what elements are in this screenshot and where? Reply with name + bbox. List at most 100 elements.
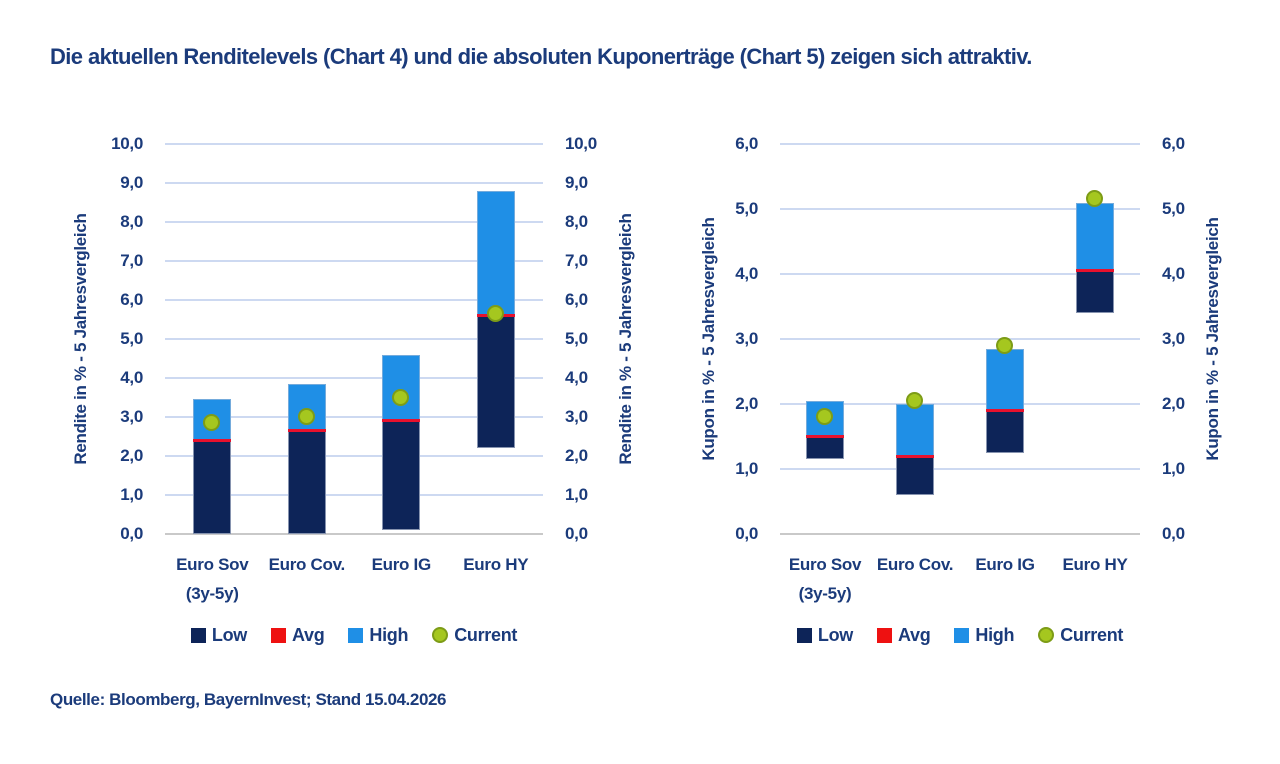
current-value-dot (203, 413, 221, 431)
bar-avg-line (1076, 269, 1114, 273)
category-label: Euro Cov. (268, 555, 346, 574)
left-axis-tick-label: 5,0 (120, 329, 143, 348)
current-value-dot (816, 408, 833, 425)
right-axis-tick-label: 3,0 (565, 407, 588, 426)
left-axis-tick-label: 1,0 (735, 459, 758, 478)
left-axis-tick-label: 0,0 (735, 524, 758, 543)
bar-avg-line (382, 419, 421, 423)
gridline (780, 403, 1140, 405)
right-axis-tick-label: 1,0 (565, 485, 588, 504)
current-legend-swatch-circle (432, 627, 449, 643)
right-axis-tick-label: 8,0 (565, 212, 588, 231)
right-axis-tick-label: 6,0 (1162, 134, 1185, 153)
gridline (165, 416, 543, 418)
x-axis-line (165, 533, 543, 535)
bar-low-segment (806, 436, 844, 460)
left-axis-tick-label: 10,0 (111, 134, 143, 153)
gridline (165, 143, 543, 145)
legend-label-high: High (369, 624, 409, 645)
left-axis-tick-label: 4,0 (735, 264, 758, 283)
category-label: Euro IG (975, 555, 1035, 574)
right-axis-tick-label: 1,0 (1162, 459, 1185, 478)
left-axis-tick-label: 6,0 (120, 290, 143, 309)
left-axis-tick-label: 9,0 (120, 173, 143, 192)
gridline (780, 468, 1140, 470)
right-axis-tick-label: 5,0 (1162, 199, 1185, 218)
legend-item-low: Low (796, 624, 853, 646)
high-legend-swatch-square (348, 627, 364, 643)
bar-high-segment (986, 348, 1024, 411)
bar-low-segment (193, 440, 232, 534)
bar-high-segment (287, 383, 326, 431)
right-axis-tick-label: 2,0 (565, 446, 588, 465)
current-value-dot (906, 391, 923, 409)
category-label: Euro HY (1062, 555, 1128, 574)
bar-avg-line (806, 435, 844, 438)
gridline (165, 260, 543, 262)
legend-label-current: Current (454, 624, 518, 645)
chart4-legend: Low Avg High Current (165, 619, 543, 651)
right-axis-tick-label: 3,0 (1162, 329, 1185, 348)
bar-avg-line (896, 454, 934, 458)
gridline (165, 182, 543, 184)
right-axis-tick-label: 4,0 (565, 368, 588, 387)
current-value-dot (486, 304, 504, 322)
bar-low-segment (1076, 270, 1114, 313)
gridline (780, 143, 1140, 145)
right-axis-tick-label: 9,0 (565, 173, 588, 192)
x-axis-line (780, 533, 1140, 535)
current-value-dot (1086, 190, 1103, 208)
current-value-dot (996, 336, 1013, 354)
legend-item-avg: Avg (270, 625, 325, 646)
gridline (165, 377, 543, 379)
legend-label-avg: Avg (897, 624, 931, 645)
low-legend-swatch-square (190, 627, 206, 643)
chart4-plot-area: 0,0 0,0 1,0 1,0 2,0 2,0 3,0 3,0 4,0 4,0 5,0 5,0 6,0 6… (111, 134, 597, 603)
bar-low-segment (986, 410, 1024, 453)
category-label: Euro IG (371, 555, 432, 574)
right-axis-tick-label: 5,0 (565, 329, 588, 348)
legend-label-current: Current (1060, 624, 1124, 645)
left-axis-tick-label: 3,0 (120, 407, 143, 426)
gridline (780, 208, 1140, 210)
left-axis-tick-label: 2,0 (735, 394, 758, 413)
source-note: Quelle: Bloomberg, BayernInvest; Stand 1… (50, 690, 447, 709)
left-axis-tick-label: 8,0 (120, 212, 143, 231)
right-axis-tick-label: 0,0 (565, 524, 588, 543)
bar-avg-line (193, 438, 232, 442)
figure-title: Die aktuellen Renditelevels (Chart 4) un… (50, 44, 1032, 69)
legend-item-avg: Avg (876, 624, 931, 646)
category-label: Euro Cov. (876, 555, 954, 574)
bar-low-segment (287, 430, 326, 534)
gridline (780, 338, 1140, 340)
gridline (165, 494, 543, 496)
right-axis-tick-label: 2,0 (1162, 394, 1185, 413)
current-value-dot (392, 388, 410, 406)
legend-label-high: High (975, 624, 1015, 645)
left-axis-tick-label: 7,0 (120, 251, 143, 270)
legend-label-low: Low (817, 624, 853, 645)
legend-item-high: High (348, 624, 409, 646)
gridline (165, 338, 543, 340)
low-legend-swatch-square (796, 627, 812, 643)
right-axis-tick-label: 6,0 (565, 290, 588, 309)
right-axis-tick-label: 0,0 (1162, 524, 1185, 543)
legend-item-high: High (954, 624, 1015, 646)
bar-low-segment (382, 420, 421, 531)
gridline (165, 299, 543, 301)
bar-high-segment (896, 404, 934, 456)
bar-high-segment (382, 354, 421, 421)
bar-low-segment (896, 456, 934, 495)
chart5-plot-area: 0,0 0,0 1,0 1,0 2,0 2,0 3,0 3,0 4,0 4,0 5,0 5,0 6,0 6… (735, 134, 1185, 603)
bar-high-segment (476, 190, 515, 316)
right-axis-tick-label: 4,0 (1162, 264, 1185, 283)
bar-avg-line (287, 429, 326, 433)
high-legend-swatch-square (954, 627, 970, 643)
bar-low-segment (476, 315, 515, 449)
gridline (165, 455, 543, 457)
avg-legend-swatch-square (876, 627, 892, 643)
current-legend-swatch-circle (1038, 627, 1055, 643)
chart5-legend: Low Avg High Current (780, 619, 1140, 651)
left-axis-tick-label: 0,0 (120, 524, 143, 543)
